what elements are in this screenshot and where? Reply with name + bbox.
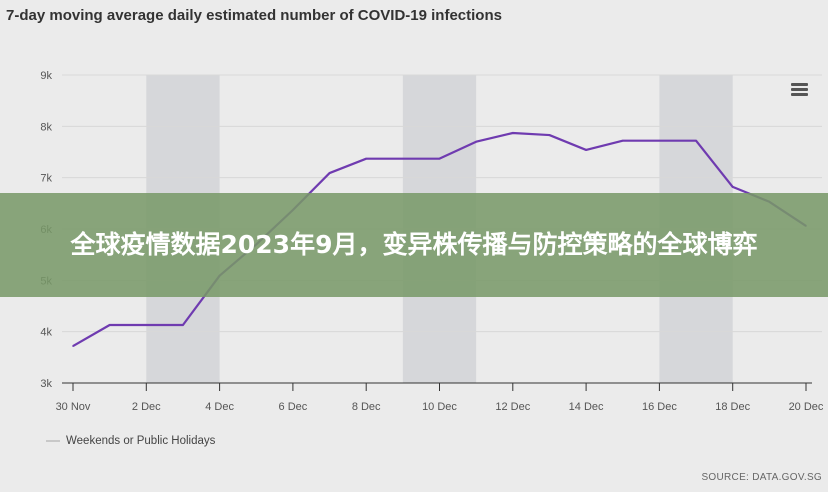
data-point <box>145 324 148 326</box>
x-tick-label: 16 Dec <box>642 401 677 413</box>
data-point <box>621 139 624 142</box>
data-point <box>108 324 111 326</box>
y-tick-label: 8k <box>40 121 52 133</box>
x-tick-label: 30 Nov <box>56 401 91 413</box>
x-tick-label: 8 Dec <box>352 401 381 413</box>
data-point <box>585 149 587 151</box>
headline-banner: 全球疫情数据2023年9月，变异株传播与防控策略的全球博弈 <box>0 193 828 297</box>
hamburger-icon <box>791 83 808 86</box>
legend[interactable]: Weekends or Public Holidays <box>46 435 215 447</box>
data-point <box>695 139 697 142</box>
x-tick-label: 6 Dec <box>279 401 308 413</box>
legend-swatch <box>46 440 60 442</box>
x-tick-label: 12 Dec <box>495 401 530 413</box>
data-point <box>731 186 734 188</box>
data-point <box>658 139 661 142</box>
x-tick-label: 4 Dec <box>205 401 234 413</box>
y-tick-label: 3k <box>40 378 52 390</box>
y-tick-label: 7k <box>40 173 52 185</box>
data-point <box>548 134 551 136</box>
hamburger-icon-bar <box>791 93 808 96</box>
data-point <box>512 132 514 134</box>
data-point <box>438 157 441 160</box>
y-tick-label: 4k <box>40 327 52 339</box>
headline-text: 全球疫情数据2023年9月，变异株传播与防控策略的全球博弈 <box>70 230 758 259</box>
chart-title: 7-day moving average daily estimated num… <box>6 7 502 24</box>
data-point <box>402 157 404 160</box>
hamburger-icon-bar <box>791 88 808 91</box>
data-point <box>328 172 331 174</box>
data-point <box>182 324 184 326</box>
x-tick-label: 2 Dec <box>132 401 161 413</box>
data-point <box>72 345 74 347</box>
source-credit: SOURCE: DATA.GOV.SG <box>701 472 822 483</box>
x-tick-label: 10 Dec <box>422 401 457 413</box>
data-point <box>365 157 368 160</box>
x-tick-label: 14 Dec <box>569 401 604 413</box>
x-tick-label: 20 Dec <box>789 401 824 413</box>
chart-menu-button[interactable] <box>791 83 808 97</box>
y-tick-label: 9k <box>40 70 52 82</box>
legend-label: Weekends or Public Holidays <box>66 435 216 447</box>
x-tick-label: 18 Dec <box>715 401 750 413</box>
data-point <box>475 140 477 143</box>
